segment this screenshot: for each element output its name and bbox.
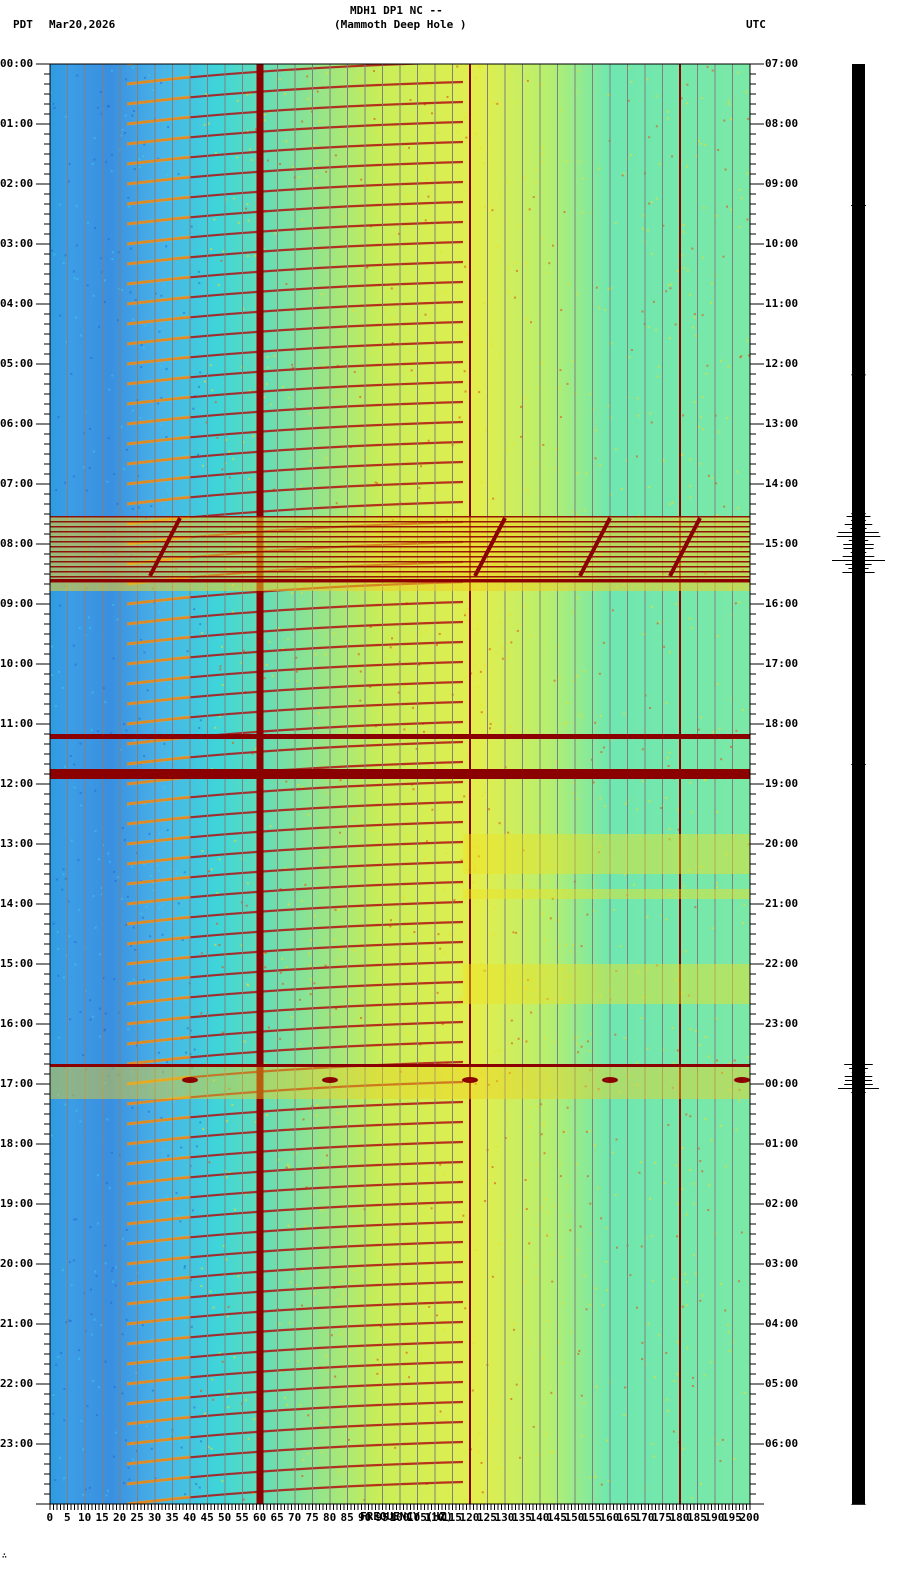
x-tick-label: 55: [235, 1511, 249, 1524]
y-tick-label-right: 00:00: [765, 1077, 799, 1090]
y-tick-label-right: 10:00: [765, 237, 799, 250]
station-title: MDH1 DP1 NC --: [350, 4, 443, 17]
x-tick-label: 150: [564, 1511, 585, 1524]
x-tick-label: 155: [582, 1511, 602, 1524]
x-tick-label: 45: [200, 1511, 214, 1524]
y-tick-label-left: 17:00: [0, 1077, 34, 1090]
x-tick-label: 110: [424, 1511, 445, 1524]
x-tick-label: 105: [407, 1511, 427, 1524]
x-tick-label: 5: [64, 1511, 71, 1524]
y-tick-label-right: 11:00: [765, 297, 799, 310]
x-tick-label: 0: [46, 1511, 54, 1524]
y-tick-label-left: 09:00: [0, 597, 34, 610]
y-tick-label-left: 21:00: [0, 1317, 34, 1330]
y-tick-label-right: 23:00: [765, 1017, 799, 1030]
y-tick-label-right: 04:00: [765, 1317, 799, 1330]
y-tick-label-right: 19:00: [765, 777, 799, 790]
x-tick-label: 65: [270, 1511, 284, 1524]
y-tick-label-left: 04:00: [0, 297, 34, 310]
x-tick-label: 175: [652, 1511, 672, 1524]
x-tick-label: 80: [323, 1511, 337, 1524]
x-tick-label: 170: [634, 1511, 655, 1524]
x-tick-label: 25: [130, 1511, 144, 1524]
y-tick-label-left: 12:00: [0, 777, 34, 790]
x-tick-label: 145: [547, 1511, 567, 1524]
date-label: Mar20,2026: [49, 18, 116, 31]
y-tick-label-left: 16:00: [0, 1017, 34, 1030]
y-tick-label-left: 23:00: [0, 1437, 34, 1450]
x-tick-label: 75: [305, 1511, 319, 1524]
y-tick-label-right: 06:00: [765, 1437, 799, 1450]
y-tick-label-left: 06:00: [0, 417, 34, 430]
y-tick-label-left: 05:00: [0, 357, 34, 370]
y-tick-label-right: 05:00: [765, 1377, 799, 1390]
y-tick-label-right: 08:00: [765, 117, 799, 130]
x-tick-label: 125: [477, 1511, 497, 1524]
corner-mark: ∴: [2, 1551, 7, 1560]
x-tick-label: 120: [459, 1511, 480, 1524]
x-tick-label: 180: [669, 1511, 690, 1524]
station-subtitle: (Mammoth Deep Hole ): [334, 18, 467, 31]
x-axis-title: FREQUENCY (HZ): [360, 1510, 453, 1523]
x-tick-label: 135: [512, 1511, 532, 1524]
y-tick-label-right: 14:00: [765, 477, 799, 490]
x-tick-label: 40: [183, 1511, 197, 1524]
x-tick-label: 130: [494, 1511, 515, 1524]
y-tick-label-right: 22:00: [765, 957, 799, 970]
y-tick-label-left: 13:00: [0, 837, 34, 850]
y-tick-label-left: 02:00: [0, 177, 34, 190]
x-tick-label: 165: [617, 1511, 637, 1524]
y-tick-label-right: 17:00: [765, 657, 799, 670]
y-tick-label-left: 11:00: [0, 717, 34, 730]
y-tick-label-left: 19:00: [0, 1197, 34, 1210]
x-tick-label: 15: [95, 1511, 109, 1524]
x-tick-label: 190: [704, 1511, 725, 1524]
x-tick-label: 90: [358, 1511, 372, 1524]
y-tick-label-left: 18:00: [0, 1137, 34, 1150]
y-tick-label-right: 15:00: [765, 537, 799, 550]
y-tick-label-right: 12:00: [765, 357, 799, 370]
x-tick-label: 160: [599, 1511, 620, 1524]
x-tick-label: 185: [687, 1511, 707, 1524]
y-tick-label-left: 22:00: [0, 1377, 34, 1390]
y-tick-label-left: 14:00: [0, 897, 34, 910]
y-tick-label-right: 09:00: [765, 177, 799, 190]
y-tick-label-right: 21:00: [765, 897, 799, 910]
y-tick-label-right: 13:00: [765, 417, 799, 430]
left-timezone-label: PDT: [13, 18, 33, 31]
x-tick-label: 100: [389, 1511, 410, 1524]
y-tick-label-right: 03:00: [765, 1257, 799, 1270]
x-tick-label: 30: [148, 1511, 162, 1524]
x-tick-label: 35: [165, 1511, 179, 1524]
y-tick-label-left: 15:00: [0, 957, 34, 970]
x-tick-label: 70: [288, 1511, 302, 1524]
y-tick-label-right: 07:00: [765, 57, 799, 70]
x-tick-label: 20: [113, 1511, 127, 1524]
y-tick-label-left: 01:00: [0, 117, 34, 130]
x-tick-label: 60: [253, 1511, 267, 1524]
y-tick-label-right: 01:00: [765, 1137, 799, 1150]
x-tick-label: 115: [442, 1511, 462, 1524]
y-tick-label-left: 00:00: [0, 57, 34, 70]
x-tick-label: 50: [218, 1511, 232, 1524]
y-tick-label-left: 07:00: [0, 477, 34, 490]
x-tick-label: 140: [529, 1511, 550, 1524]
x-tick-label: 95: [375, 1511, 389, 1524]
y-tick-label-left: 08:00: [0, 537, 34, 550]
x-tick-label: 85: [340, 1511, 354, 1524]
x-tick-label: 195: [722, 1511, 742, 1524]
y-tick-label-left: 03:00: [0, 237, 34, 250]
y-tick-label-right: 18:00: [765, 717, 799, 730]
y-tick-label-right: 02:00: [765, 1197, 799, 1210]
y-tick-label-left: 20:00: [0, 1257, 34, 1270]
right-timezone-label: UTC: [746, 18, 766, 31]
y-tick-label-right: 16:00: [765, 597, 799, 610]
y-tick-label-left: 10:00: [0, 657, 34, 670]
y-tick-label-right: 20:00: [765, 837, 799, 850]
x-tick-label: 10: [78, 1511, 92, 1524]
x-tick-label: 200: [739, 1511, 760, 1524]
